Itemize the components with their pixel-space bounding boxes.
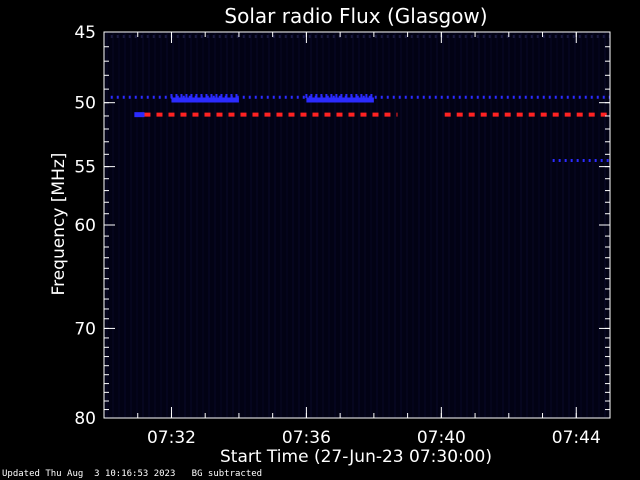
x-tick-label: 07:36 (282, 428, 331, 448)
x-axis-label: Start Time (27-Jun-23 07:30:00) (220, 447, 492, 467)
y-axis-label: Frequency [MHz] (49, 153, 69, 296)
x-tick-label: 07:40 (417, 428, 466, 448)
x-tick-label: 07:32 (147, 428, 196, 448)
y-tick-label: 45 (74, 23, 96, 43)
y-tick-label: 80 (74, 409, 96, 429)
footer: Updated Thu Aug 3 10:16:53 2023 BG subtr… (2, 469, 262, 479)
y-tick-label: 70 (74, 319, 96, 339)
y-tick-label: 60 (74, 216, 96, 236)
updated-timestamp: Updated Thu Aug 3 10:16:53 2023 (2, 469, 176, 479)
x-tick-label: 07:44 (552, 428, 601, 448)
chart-title: Solar radio Flux (Glasgow) (224, 4, 487, 28)
y-tick-label: 50 (74, 94, 96, 114)
bg-note: BG subtracted (191, 469, 263, 479)
y-tick-label: 55 (74, 158, 96, 178)
